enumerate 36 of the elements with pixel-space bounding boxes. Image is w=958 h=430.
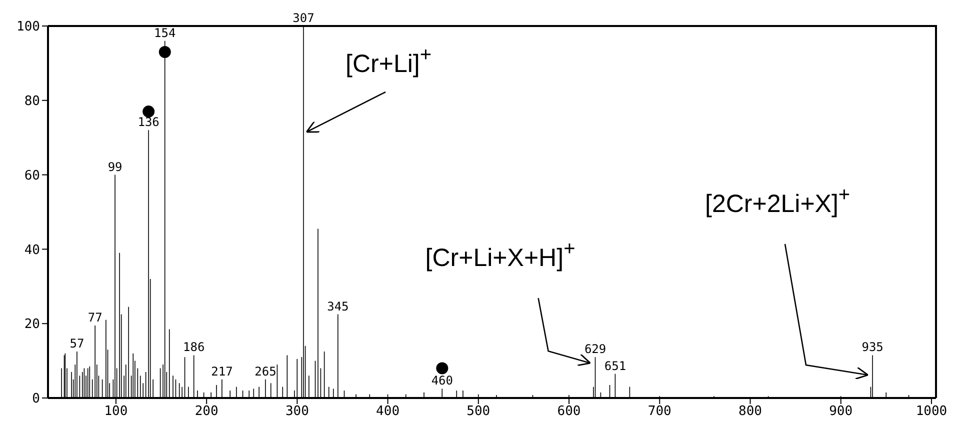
annotation: 77 [88,310,102,324]
y-tick-label: 100 [16,20,40,35]
x-tick-label: 100 [104,404,128,420]
x-tick-label: 600 [557,404,581,420]
x-tick-label: 200 [194,404,218,420]
annotation: 460 [431,374,454,388]
x-tick-label: 500 [466,404,490,420]
annotation: 307 [292,11,314,25]
annotation: [Cr+Li+X+H]$^{+}$ [425,238,576,272]
point [436,362,448,374]
annotation: 651 [604,358,626,373]
annotation: 345 [327,299,349,314]
annotation: 99 [108,160,122,174]
y-tick-label: 80 [24,94,40,110]
point [142,106,155,118]
annotation: [Cr+Li]$^{+}$ [346,44,432,78]
annotation: 265 [254,364,276,378]
x-tick-label: 300 [285,404,309,420]
annotation: [2Cr+2Li+X]$^{+}$ [705,184,850,218]
x-tick-label: 1000 [916,404,948,420]
annotation: 154 [154,26,176,40]
x-tick-label: 700 [648,404,672,420]
x-tick-label: 900 [829,404,853,420]
annotation: 57 [70,336,84,350]
annotation: 629 [584,342,606,356]
y-tick-label: 60 [24,168,40,184]
annotation: 935 [862,340,884,354]
x-tick-label: 800 [738,404,762,420]
annotation: 186 [183,340,205,354]
point [158,46,171,58]
y-tick-label: 20 [24,317,40,332]
y-tick-label: 0 [32,392,40,407]
y-tick-label: 40 [24,242,40,258]
annotation: 217 [211,364,233,378]
annotation: 136 [138,115,160,130]
x-tick-label: 400 [376,404,400,420]
